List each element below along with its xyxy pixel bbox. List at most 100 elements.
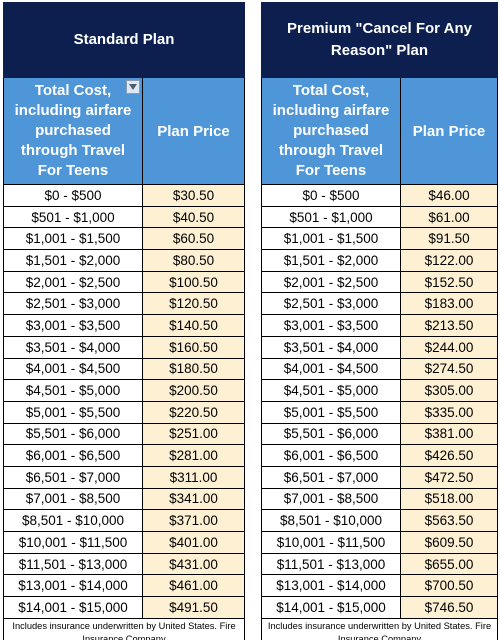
plan-price-cell: $281.00 [143,445,244,466]
plan-price-cell: $91.50 [401,228,497,250]
table-row: $13,001 - $14,000 $461.00 [4,575,244,598]
plan-price-cell: $183.00 [401,293,497,315]
cost-range-cell: $6,001 - $6,500 [4,445,143,466]
premium-footer-note: Includes insurance underwritten by Unite… [261,618,498,640]
standard-header-cost-label: Total Cost, including airfare purchased … [14,82,132,179]
table-row: $0 - $500 $30.50 [4,185,244,207]
cost-range-cell: $1,501 - $2,000 [4,250,143,271]
plan-price-cell: $140.50 [143,315,244,336]
cost-range-cell: $1,001 - $1,500 [4,228,143,250]
plan-price-cell: $46.00 [401,185,497,206]
cost-range-cell: $4,501 - $5,000 [262,380,401,401]
plan-price-cell: $160.50 [143,336,244,358]
table-row: $1,001 - $1,500 $60.50 [4,228,244,251]
table-row: $11,501 - $13,000 $655.00 [262,553,497,576]
cost-range-cell: $10,001 - $11,500 [4,532,143,553]
cost-range-cell: $7,001 - $8,500 [262,488,401,510]
plan-price-cell: $371.00 [143,510,244,531]
table-row: $2,001 - $2,500 $152.50 [262,271,497,294]
cost-range-cell: $10,001 - $11,500 [262,532,401,553]
cost-range-cell: $1,001 - $1,500 [262,228,401,250]
table-row: $2,501 - $3,000 $120.50 [4,293,244,316]
cost-range-cell: $5,001 - $5,500 [262,401,401,423]
cost-range-cell: $2,001 - $2,500 [4,271,143,293]
cost-range-cell: $7,001 - $8,500 [4,488,143,510]
cost-range-cell: $3,001 - $3,500 [4,315,143,336]
table-row: $1,001 - $1,500 $91.50 [262,228,497,251]
standard-header-cost: Total Cost, including airfare purchased … [4,78,143,184]
cost-range-cell: $0 - $500 [262,185,401,206]
table-row: $4,501 - $5,000 $305.00 [262,380,497,402]
plan-price-cell: $220.50 [143,401,244,423]
cost-range-cell: $4,001 - $4,500 [4,358,143,380]
standard-plan-table: Standard Plan Total Cost, including airf… [3,2,245,640]
plan-price-cell: $341.00 [143,488,244,510]
plan-price-cell: $518.00 [401,488,497,510]
filter-dropdown-icon[interactable] [126,80,140,94]
plan-price-cell: $200.50 [143,380,244,401]
cost-range-cell: $1,501 - $2,000 [262,250,401,271]
premium-header-row: Total Cost, including airfare purchased … [261,78,498,185]
plan-price-cell: $305.00 [401,380,497,401]
table-row: $6,001 - $6,500 $426.50 [262,445,497,467]
table-row: $6,001 - $6,500 $281.00 [4,445,244,467]
table-row: $5,501 - $6,000 $251.00 [4,423,244,446]
premium-header-price: Plan Price [412,122,486,140]
table-row: $3,001 - $3,500 $213.50 [262,315,497,337]
cost-range-cell: $5,501 - $6,000 [4,423,143,445]
plan-price-cell: $152.50 [401,271,497,293]
cost-range-cell: $8,501 - $10,000 [4,510,143,531]
cost-range-cell: $8,501 - $10,000 [262,510,401,531]
table-row: $4,001 - $4,500 $180.50 [4,358,244,381]
plan-price-cell: $401.00 [143,532,244,553]
premium-header-cost: Total Cost, including airfare purchased … [262,78,401,184]
plan-price-cell: $335.00 [401,401,497,423]
table-row: $6,501 - $7,000 $472.50 [262,466,497,489]
table-row: $4,001 - $4,500 $274.50 [262,358,497,381]
table-row: $5,001 - $5,500 $220.50 [4,401,244,424]
plan-price-cell: $40.50 [143,206,244,228]
plan-price-cell: $120.50 [143,293,244,315]
cost-range-cell: $6,501 - $7,000 [262,466,401,488]
plan-price-cell: $61.00 [401,206,497,228]
plan-price-cell: $700.50 [401,575,497,597]
standard-footer-note: Includes insurance underwritten by Unite… [3,618,245,640]
plan-price-cell: $80.50 [143,250,244,271]
plan-price-cell: $274.50 [401,358,497,380]
plan-price-cell: $30.50 [143,185,244,206]
cost-range-cell: $0 - $500 [4,185,143,206]
cost-range-cell: $13,001 - $14,000 [4,575,143,597]
plan-price-cell: $431.00 [143,553,244,575]
table-row: $1,501 - $2,000 $122.00 [262,250,497,272]
cost-range-cell: $2,501 - $3,000 [4,293,143,315]
table-row: $4,501 - $5,000 $200.50 [4,380,244,402]
plan-price-cell: $491.50 [143,597,244,618]
plan-price-cell: $472.50 [401,466,497,488]
table-row: $5,001 - $5,500 $335.00 [262,401,497,424]
table-row: $6,501 - $7,000 $311.00 [4,466,244,489]
cost-range-cell: $14,001 - $15,000 [262,597,401,618]
plan-price-cell: $100.50 [143,271,244,293]
table-row: $5,501 - $6,000 $381.00 [262,423,497,446]
plan-price-cell: $381.00 [401,423,497,445]
table-row: $10,001 - $11,500 $401.00 [4,532,244,554]
cost-range-cell: $6,501 - $7,000 [4,466,143,488]
cost-range-cell: $3,001 - $3,500 [262,315,401,336]
plan-price-cell: $122.00 [401,250,497,271]
table-row: $8,501 - $10,000 $371.00 [4,510,244,532]
plan-price-cell: $251.00 [143,423,244,445]
cost-range-cell: $3,501 - $4,000 [4,336,143,358]
cost-range-cell: $2,501 - $3,000 [262,293,401,315]
standard-plan-title: Standard Plan [3,2,245,78]
cost-range-cell: $11,501 - $13,000 [262,553,401,575]
table-row: $14,001 - $15,000 $491.50 [4,597,244,619]
table-row: $3,501 - $4,000 $244.00 [262,336,497,359]
plan-price-cell: $461.00 [143,575,244,597]
plan-price-cell: $60.50 [143,228,244,250]
plan-price-cell: $609.50 [401,532,497,553]
table-row: $7,001 - $8,500 $518.00 [262,488,497,511]
cost-range-cell: $4,001 - $4,500 [262,358,401,380]
cost-range-cell: $501 - $1,000 [4,206,143,228]
plan-price-cell: $426.50 [401,445,497,466]
plan-price-cell: $655.00 [401,553,497,575]
